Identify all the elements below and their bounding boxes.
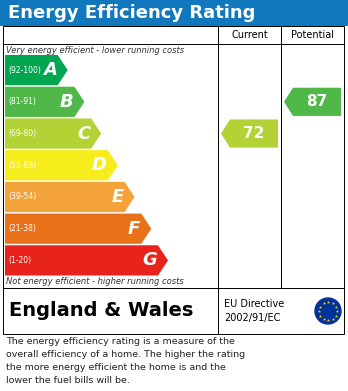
Bar	[3, 288, 344, 334]
Bar	[3, 26, 344, 288]
Polygon shape	[5, 118, 101, 149]
Text: The energy efficiency rating is a measure of the
overall efficiency of a home. T: The energy efficiency rating is a measur…	[6, 337, 245, 385]
Text: Not energy efficient - higher running costs: Not energy efficient - higher running co…	[6, 277, 184, 286]
Text: (92-100): (92-100)	[8, 66, 41, 75]
Circle shape	[315, 298, 341, 324]
Text: Current: Current	[231, 30, 268, 40]
Text: B: B	[60, 93, 73, 111]
Polygon shape	[5, 87, 85, 117]
Text: (81-91): (81-91)	[8, 97, 36, 106]
Text: Potential: Potential	[291, 30, 334, 40]
Text: D: D	[92, 156, 107, 174]
Text: (55-68): (55-68)	[8, 161, 36, 170]
Text: (69-80): (69-80)	[8, 129, 36, 138]
Polygon shape	[5, 55, 68, 85]
Polygon shape	[221, 119, 278, 148]
Polygon shape	[5, 182, 135, 212]
Text: 87: 87	[306, 94, 327, 109]
Text: A: A	[43, 61, 57, 79]
Polygon shape	[5, 245, 168, 276]
Polygon shape	[5, 150, 118, 180]
Bar	[0, 0, 348, 26]
Text: E: E	[111, 188, 124, 206]
Text: G: G	[142, 251, 157, 269]
Text: 72: 72	[243, 126, 265, 141]
Polygon shape	[284, 88, 341, 116]
Text: (39-54): (39-54)	[8, 192, 36, 201]
Text: C: C	[77, 125, 90, 143]
Text: (1-20): (1-20)	[8, 256, 31, 265]
Polygon shape	[5, 213, 151, 244]
Text: Energy Efficiency Rating: Energy Efficiency Rating	[8, 4, 255, 22]
Text: F: F	[128, 220, 140, 238]
Text: Very energy efficient - lower running costs: Very energy efficient - lower running co…	[6, 46, 184, 55]
Text: EU Directive
2002/91/EC: EU Directive 2002/91/EC	[224, 300, 284, 323]
Text: (21-38): (21-38)	[8, 224, 36, 233]
Text: England & Wales: England & Wales	[9, 301, 193, 321]
